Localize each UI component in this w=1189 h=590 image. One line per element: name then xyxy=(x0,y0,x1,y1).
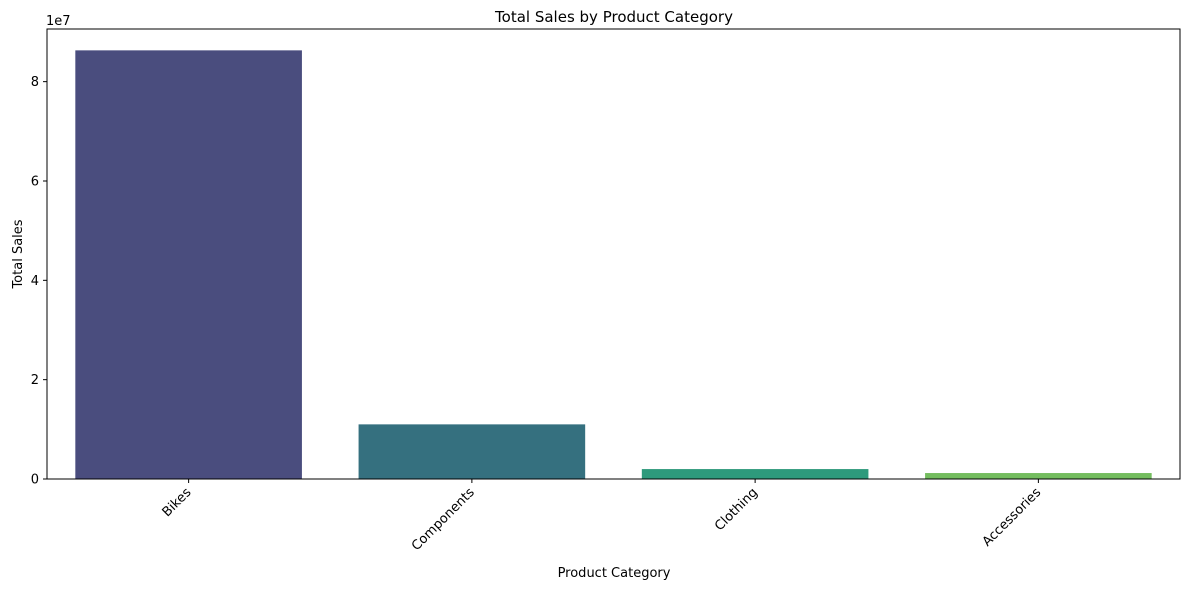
bar-accessories xyxy=(925,473,1152,479)
bars xyxy=(75,50,1152,480)
x-axis-label: Product Category xyxy=(558,566,671,581)
y-tick-label: 4 xyxy=(31,274,39,289)
y-tick-label: 8 xyxy=(31,75,39,90)
bar-bikes xyxy=(75,50,302,480)
plot-area-frame xyxy=(46,28,1181,480)
bar-components xyxy=(358,424,586,479)
y-axis-label: Total Sales xyxy=(11,219,26,289)
y-tick-label: 6 xyxy=(31,174,39,189)
y-tick-label: 2 xyxy=(31,373,39,388)
bar-clothing xyxy=(641,469,869,479)
y-axis-scale-label: 1e7 xyxy=(46,14,71,29)
chart-title: Total Sales by Product Category xyxy=(494,8,733,26)
y-axis-ticks: 0 2 4 6 8 xyxy=(31,75,47,488)
y-tick-label: 0 xyxy=(31,473,39,488)
